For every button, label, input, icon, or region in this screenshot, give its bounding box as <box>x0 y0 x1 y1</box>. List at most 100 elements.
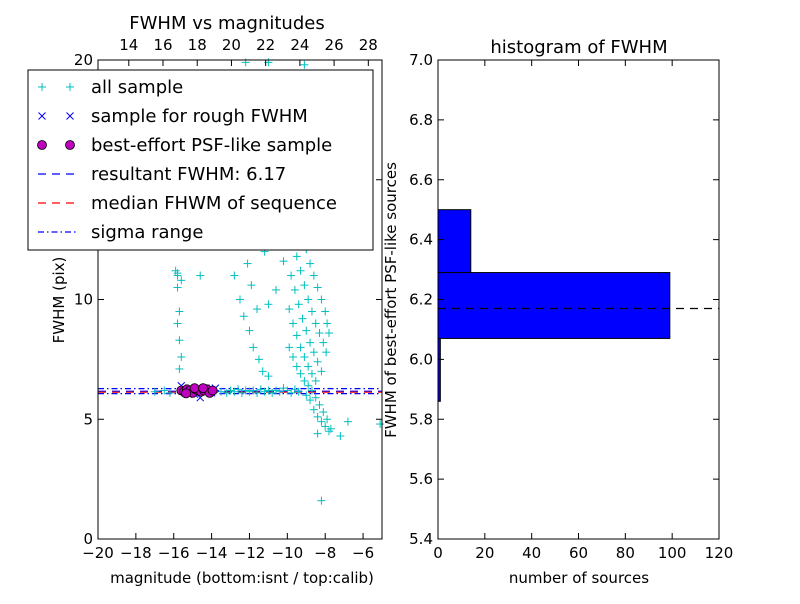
scatter-point-s0-84 <box>313 357 322 366</box>
scatter-point-s0-41 <box>249 343 258 352</box>
histogram-ytick-label-3: 6.0 <box>409 350 433 368</box>
scatter-point-s0-95 <box>289 352 298 361</box>
histogram-ytick-label-8: 7.0 <box>409 51 433 69</box>
scatter-point-s0-107 <box>317 417 326 426</box>
scatter-top-xtick-label-1: 16 <box>153 36 172 54</box>
scatter-point-s0-90 <box>300 352 309 361</box>
scatter-point-s0-94 <box>285 343 294 352</box>
histogram-bar-2 <box>437 209 472 274</box>
scatter-point-s0-61 <box>309 271 318 280</box>
scatter-point-s0-45 <box>253 305 262 314</box>
scatter-point-s0-62 <box>313 283 322 292</box>
scatter-point-s0-102 <box>315 400 324 409</box>
histogram-ytick-label-2: 5.8 <box>409 410 433 428</box>
scatter-point-s0-34 <box>287 388 296 397</box>
scatter-point-s0-89 <box>296 343 305 352</box>
scatter-point-s0-82 <box>306 338 315 347</box>
legend: all sample sample for rough FWHM best-effo… <box>27 69 374 251</box>
scatter-point-s0-69 <box>296 266 305 275</box>
scatter-top-xtick-label-3: 20 <box>222 36 241 54</box>
scatter-ytick-label-2: 10 <box>74 291 93 309</box>
scatter-ytick-label-0: 0 <box>83 530 93 548</box>
scatter-point-s0-110 <box>306 396 315 405</box>
scatter-point-s0-23 <box>245 387 254 396</box>
scatter-point-s0-99 <box>304 381 313 390</box>
scatter-point-s2-12-dot <box>181 388 191 399</box>
scatter-point-s0-111 <box>302 391 311 400</box>
scatter-point-s2-12 <box>181 388 191 399</box>
scatter-point-s0-53 <box>271 285 280 294</box>
scatter-point-s0-106 <box>313 412 322 421</box>
histogram-xtick-label-6: 120 <box>705 544 734 562</box>
scatter-point-s0-92 <box>307 369 316 378</box>
scatter-point-s0-22 <box>241 386 250 395</box>
scatter-bottom-xaxis: −20 −18 −16 −14 −12 −10 −8 −6 <box>82 533 374 562</box>
scatter-top-xtick-label-2: 18 <box>188 36 207 54</box>
legend-label-5: sigma range <box>91 222 203 243</box>
scatter-point-s0-5 <box>175 336 184 345</box>
scatter-point-s0-37 <box>230 271 239 280</box>
legend-marker-b-2 <box>65 140 75 150</box>
legend-entry-4: median FHWM of sequence <box>38 193 337 214</box>
legend-entry-0: all sample <box>38 77 183 98</box>
histogram-xaxis: 0 20 40 60 80 100 120 <box>433 60 733 562</box>
scatter-top-xaxis: 14 16 18 20 22 24 26 28 <box>119 36 378 66</box>
legend-marker-b-1 <box>66 112 74 120</box>
scatter-point-s0-87 <box>289 319 298 328</box>
scatter-xtick-label-4: −12 <box>234 544 266 562</box>
scatter-xtick-label-5: −10 <box>272 544 304 562</box>
scatter-point-s0-10 <box>196 271 205 280</box>
scatter-point-s0-104 <box>323 415 332 424</box>
scatter-xtick-label-7: −6 <box>352 544 374 562</box>
scatter-point-s2-13-dot <box>189 383 200 394</box>
scatter-point-s0-54 <box>264 300 273 309</box>
scatter-point-s0-30 <box>271 386 280 395</box>
scatter-point-s0-38 <box>236 295 244 304</box>
scatter-point-s0-98 <box>300 376 309 385</box>
scatter-point-s0-108 <box>321 422 330 431</box>
legend-entry-3: resultant FWHM: 6.17 <box>38 164 286 185</box>
scatter-xtick-label-0: −20 <box>82 544 114 562</box>
scatter-point-s0-127 <box>326 424 335 433</box>
scatter-point-s0-68 <box>292 252 301 261</box>
scatter-xlabel: magnitude (bottom:isnt / top:calib) <box>110 569 374 587</box>
scatter-point-s0-103 <box>319 408 328 417</box>
histogram-panel: histogram of FWHM 0 20 40 60 80 100 120 5.4 5.6… <box>382 37 733 587</box>
scatter-ytick-label-4: 20 <box>74 51 93 69</box>
scatter-point-s0-40 <box>245 326 254 335</box>
scatter-point-s0-105 <box>309 405 318 414</box>
histogram-xtick-label-1: 20 <box>475 544 494 562</box>
histogram-yaxis: 5.4 5.6 5.8 6.0 6.2 6.4 6.6 6.8 7.0 <box>409 51 719 548</box>
scatter-point-s0-79 <box>294 300 303 309</box>
scatter-ytick-label-1: 5 <box>83 410 93 428</box>
legend-box <box>27 69 374 251</box>
scatter-point-s0-101 <box>311 393 320 402</box>
scatter-point-s2-14-dot <box>198 383 208 394</box>
scatter-point-s0-129 <box>343 417 352 426</box>
scatter-reference-lines <box>98 387 382 395</box>
histogram-ytick-label-7: 6.8 <box>409 111 433 129</box>
scatter-panel: FWHM vs magnitudes −20 −18 −16 −14 −12 −10 −8−… <box>27 13 385 587</box>
scatter-point-s0-42 <box>254 355 263 364</box>
scatter-point-s0-36 <box>294 387 303 396</box>
scatter-point-s0-44 <box>264 372 273 381</box>
legend-marker-a-0 <box>38 83 46 91</box>
scatter-point-s0-88 <box>292 331 301 340</box>
legend-label-0: all sample <box>91 77 183 98</box>
scatter-point-s0-85 <box>317 367 326 376</box>
scatter-top-xtick-label-7: 28 <box>359 36 378 54</box>
legend-entries: all sample sample for rough FWHM best-effo… <box>37 77 337 243</box>
scatter-point-s0-93 <box>311 376 320 385</box>
scatter-point-s0-96 <box>292 362 301 371</box>
scatter-point-s0-125 <box>317 496 326 505</box>
scatter-point-s0-80 <box>298 314 307 323</box>
scatter-point-s0-4 <box>173 319 182 328</box>
scatter-point-s0-12 <box>160 386 169 395</box>
histogram-xtick-label-5: 100 <box>658 544 687 562</box>
legend-label-1: sample for rough FWHM <box>91 106 308 127</box>
scatter-point-s0-63 <box>317 295 326 304</box>
scatter-point-s0-77 <box>287 271 296 280</box>
scatter-point-s0-66 <box>324 329 333 338</box>
scatter-point-s0-43 <box>258 367 267 376</box>
